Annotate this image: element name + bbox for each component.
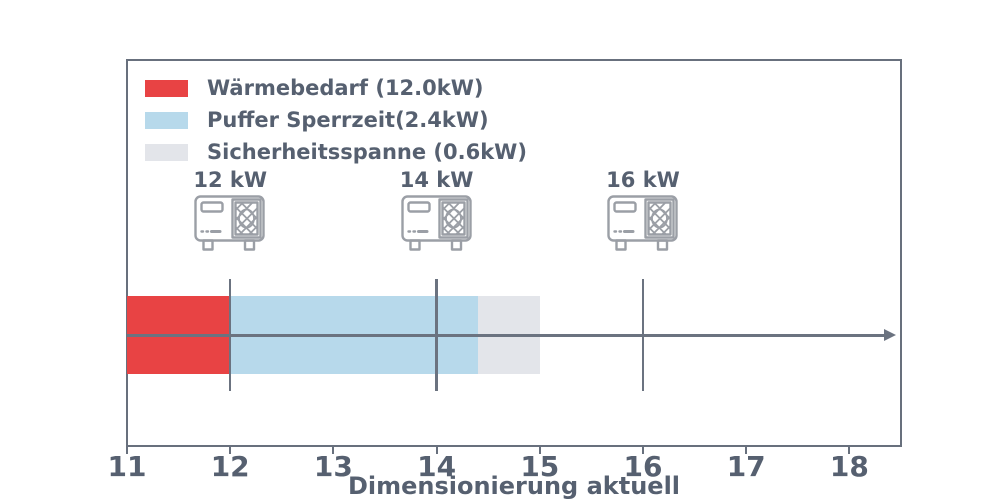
axis-arrow-head <box>884 328 896 341</box>
plot-border <box>126 59 902 447</box>
x-tick <box>126 447 128 454</box>
legend-label-waermebedarf: Wärmebedarf (12.0kW) <box>207 76 484 100</box>
x-tick <box>642 447 644 454</box>
legend: Wärmebedarf (12.0kW) Puffer Sperrzeit(2.… <box>145 76 527 176</box>
x-tick <box>435 447 438 454</box>
x-tick <box>745 447 748 454</box>
x-tick-label: 17 <box>726 450 766 483</box>
heat-pump-icon <box>400 195 472 251</box>
x-tick-label: 16 <box>623 450 663 483</box>
legend-swatch-waermebedarf <box>145 80 188 97</box>
x-tick <box>538 447 541 454</box>
legend-swatch-puffer-sperrzeit <box>145 112 188 129</box>
legend-swatch-sicherheitsspanne <box>145 144 188 161</box>
pump-size-label: 12 kW <box>193 168 268 192</box>
legend-item-puffer-sperrzeit: Puffer Sperrzeit(2.4kW) <box>145 108 527 132</box>
legend-item-waermebedarf: Wärmebedarf (12.0kW) <box>145 76 527 100</box>
x-tick-label: 12 <box>210 450 250 483</box>
x-tick-label: 15 <box>520 450 560 483</box>
x-axis-label: Dimensionierung aktuell <box>347 472 681 500</box>
x-tick-label: 14 <box>417 450 457 483</box>
x-tick-label: 11 <box>107 450 147 483</box>
x-tick <box>848 447 851 454</box>
pump-size-label: 14 kW <box>399 168 474 192</box>
legend-label-puffer-sperrzeit: Puffer Sperrzeit(2.4kW) <box>207 108 489 132</box>
x-tick-label: 13 <box>313 450 353 483</box>
heat-pump-icon <box>194 195 265 251</box>
axis-arrow-line <box>127 333 884 337</box>
x-tick-label: 18 <box>829 450 869 483</box>
legend-item-sicherheitsspanne: Sicherheitsspanne (0.6kW) <box>145 140 527 164</box>
legend-label-sicherheitsspanne: Sicherheitsspanne (0.6kW) <box>207 140 527 164</box>
x-tick <box>332 447 335 454</box>
heat-pump-icon <box>607 195 678 251</box>
pump-size-label: 16 kW <box>606 168 680 192</box>
x-tick <box>229 447 232 454</box>
